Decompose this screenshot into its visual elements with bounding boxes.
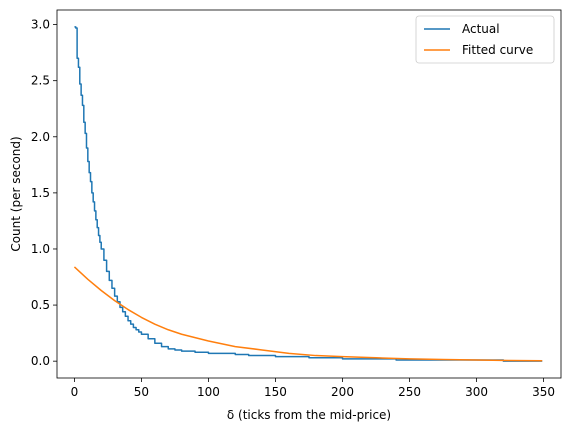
series-line-fitted-curve (73, 266, 543, 362)
y-tick-label: 0.5 (31, 298, 50, 312)
legend-label-actual: Actual (462, 22, 500, 36)
y-tick-label: 2.5 (31, 74, 50, 88)
x-axis: 0 50 100 150 200 250 300 350 (71, 378, 555, 399)
series-layer (73, 26, 543, 362)
x-tick-label: 200 (331, 385, 354, 399)
y-tick-label: 1.0 (31, 242, 50, 256)
x-tick-label: 50 (134, 385, 149, 399)
x-tick-label: 100 (197, 385, 220, 399)
y-tick-label: 3.0 (31, 18, 50, 32)
plot-frame (56, 9, 562, 379)
x-axis-label: δ (ticks from the mid-price) (227, 408, 391, 422)
legend: Actual Fitted curve (415, 15, 555, 64)
y-tick-label: 0.0 (31, 354, 50, 368)
y-tick-label: 2.0 (31, 130, 50, 144)
legend-label-fitted-curve: Fitted curve (462, 43, 533, 57)
series-line-actual (74, 26, 543, 362)
x-tick-label: 300 (465, 385, 488, 399)
x-tick-label: 350 (532, 385, 555, 399)
y-tick-label: 1.5 (31, 186, 50, 200)
y-axis-label: Count (per second) (9, 136, 23, 251)
x-tick-label: 250 (398, 385, 421, 399)
y-axis: 0.0 0.5 1.0 1.5 2.0 2.5 3.0 (31, 18, 57, 368)
x-tick-label: 0 (71, 385, 79, 399)
x-tick-label: 150 (264, 385, 287, 399)
legend-box (415, 15, 555, 64)
